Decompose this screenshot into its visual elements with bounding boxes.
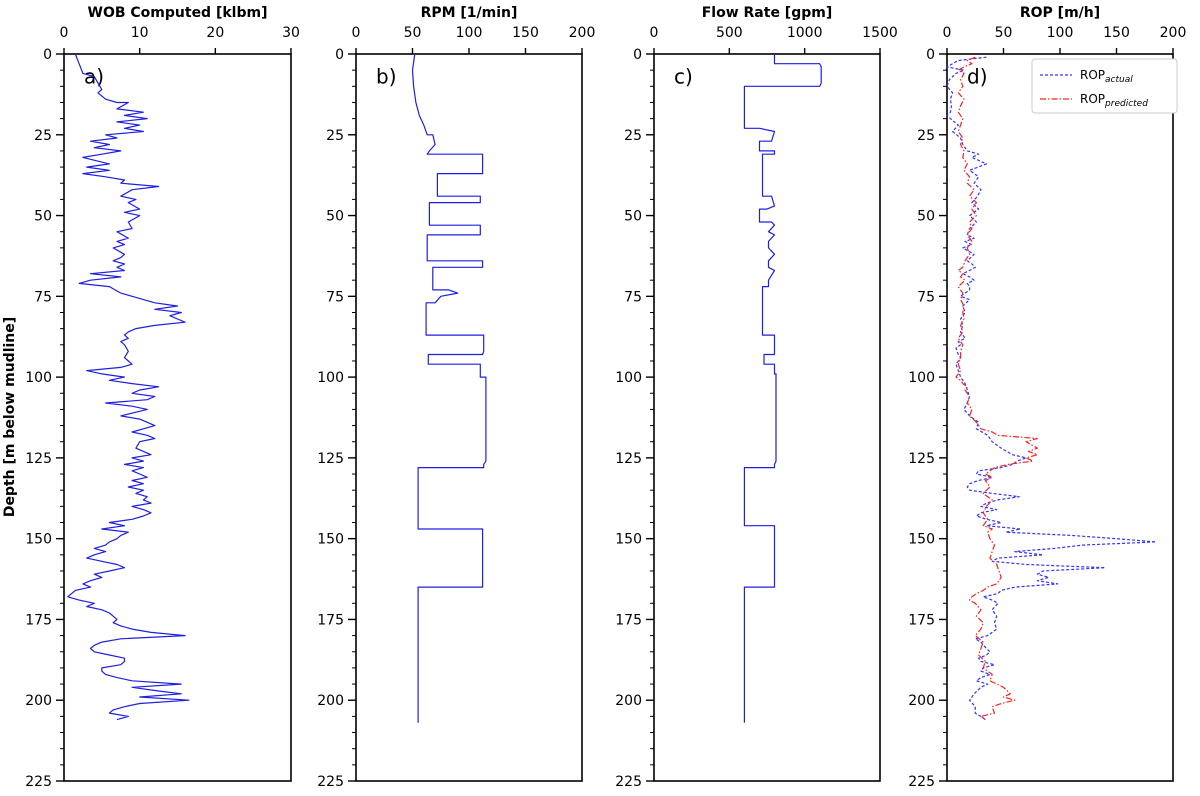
x-tick-label: 0 bbox=[352, 25, 361, 41]
y-tick-label: 125 bbox=[317, 451, 344, 467]
y-tick-label: 25 bbox=[624, 128, 642, 144]
panel-title: ROP [m/h] bbox=[1020, 5, 1100, 21]
y-tick-label: 75 bbox=[326, 289, 344, 305]
y-tick-label: 50 bbox=[624, 209, 642, 225]
x-tick-label: 0 bbox=[60, 25, 69, 41]
x-tick-label: 100 bbox=[456, 25, 483, 41]
y-tick-label: 125 bbox=[25, 451, 52, 467]
x-tick-label: 50 bbox=[995, 25, 1013, 41]
series-line-data bbox=[743, 54, 822, 723]
y-tick-label: 25 bbox=[34, 128, 52, 144]
y-tick-label: 50 bbox=[326, 209, 344, 225]
x-tick-label: 200 bbox=[1160, 25, 1187, 41]
y-tick-label: 150 bbox=[317, 532, 344, 548]
y-tick-label: 50 bbox=[34, 209, 52, 225]
y-tick-label: 0 bbox=[335, 47, 344, 63]
y-tick-label: 225 bbox=[908, 774, 935, 790]
x-tick-label: 1500 bbox=[862, 25, 898, 41]
legend-entry: ROPactual bbox=[1080, 68, 1133, 85]
y-tick-label: 150 bbox=[615, 532, 642, 548]
panel-label: c) bbox=[674, 65, 693, 89]
panel-title: RPM [1/min] bbox=[421, 5, 518, 21]
y-tick-label: 125 bbox=[908, 451, 935, 467]
panel-a: WOB Computed [klbm] 0 10 20 30 0 25 50 75 100 125 1… bbox=[25, 5, 300, 790]
x-tick-label: 500 bbox=[716, 25, 743, 41]
x-tick-label: 20 bbox=[206, 25, 224, 41]
legend-entry-subscript: predicted bbox=[1104, 99, 1148, 109]
y-tick-label: 225 bbox=[615, 774, 642, 790]
y-tick-label: 175 bbox=[615, 612, 642, 628]
panel-label: b) bbox=[376, 65, 397, 89]
y-tick-label: 100 bbox=[317, 370, 344, 386]
y-tick-label: 100 bbox=[25, 370, 52, 386]
axes-frame bbox=[653, 53, 881, 782]
axes-frame bbox=[946, 53, 1174, 782]
axes-frame bbox=[355, 53, 583, 782]
y-tick-label: 200 bbox=[317, 693, 344, 709]
x-tick-label: 1000 bbox=[787, 25, 823, 41]
panel-title: WOB Computed [klbm] bbox=[88, 5, 268, 21]
y-tick-label: 75 bbox=[34, 289, 52, 305]
legend-entry-subscript: actual bbox=[1105, 75, 1133, 85]
y-tick-label: 75 bbox=[624, 289, 642, 305]
axes-frame bbox=[63, 53, 292, 782]
x-tick-label: 0 bbox=[943, 25, 952, 41]
y-tick-label: 100 bbox=[615, 370, 642, 386]
y-tick-label: 200 bbox=[615, 693, 642, 709]
panel-label: d) bbox=[967, 65, 988, 89]
y-tick-label: 175 bbox=[25, 612, 52, 628]
x-tick-label: 30 bbox=[282, 25, 300, 41]
x-tick-label: 150 bbox=[1103, 25, 1130, 41]
y-tick-label: 225 bbox=[317, 774, 344, 790]
x-tick-label: 100 bbox=[1047, 25, 1074, 41]
panel-title: Flow Rate [gpm] bbox=[702, 5, 833, 21]
y-tick-label: 150 bbox=[908, 532, 935, 548]
y-tick-label: 200 bbox=[908, 693, 935, 709]
x-tick-label: 200 bbox=[569, 25, 596, 41]
y-tick-label: 0 bbox=[926, 47, 935, 63]
x-tick-label: 150 bbox=[512, 25, 539, 41]
x-tick-label: 0 bbox=[650, 25, 659, 41]
legend-entry-base: ROP bbox=[1080, 68, 1105, 82]
y-tick-label: 175 bbox=[908, 612, 935, 628]
y-axis-title: Depth [m below mudline] bbox=[2, 317, 18, 517]
y-tick-label: 125 bbox=[615, 451, 642, 467]
series-line-data bbox=[411, 53, 487, 723]
y-tick-label: 0 bbox=[43, 47, 52, 63]
series-line-actual bbox=[946, 56, 1157, 721]
y-tick-label: 175 bbox=[317, 612, 344, 628]
y-tick-label: 25 bbox=[917, 128, 935, 144]
legend-entry: ROPpredicted bbox=[1080, 92, 1148, 109]
y-tick-label: 0 bbox=[633, 47, 642, 63]
series-line-data bbox=[67, 53, 190, 721]
panel-d: ROP [m/h] 0 50 100 150 200 0 25 50 75 100 125 150 175… bbox=[908, 5, 1186, 790]
y-tick-label: 100 bbox=[908, 370, 935, 386]
x-tick-label: 50 bbox=[404, 25, 422, 41]
y-tick-label: 225 bbox=[25, 774, 52, 790]
y-tick-label: 25 bbox=[326, 128, 344, 144]
y-tick-label: 200 bbox=[25, 693, 52, 709]
series-line-predicted bbox=[955, 56, 1038, 721]
panel-c: Flow Rate [gpm] 0 500 1000 1500 0 25 50 75 100 125… bbox=[615, 5, 898, 790]
x-tick-label: 10 bbox=[131, 25, 149, 41]
legend-entry-base: ROP bbox=[1080, 92, 1105, 106]
panel-b: RPM [1/min] 0 50 100 150 200 0 25 50 75 100 125 150 1… bbox=[317, 5, 595, 790]
y-tick-label: 75 bbox=[917, 289, 935, 305]
y-tick-label: 150 bbox=[25, 532, 52, 548]
y-tick-label: 50 bbox=[917, 209, 935, 225]
